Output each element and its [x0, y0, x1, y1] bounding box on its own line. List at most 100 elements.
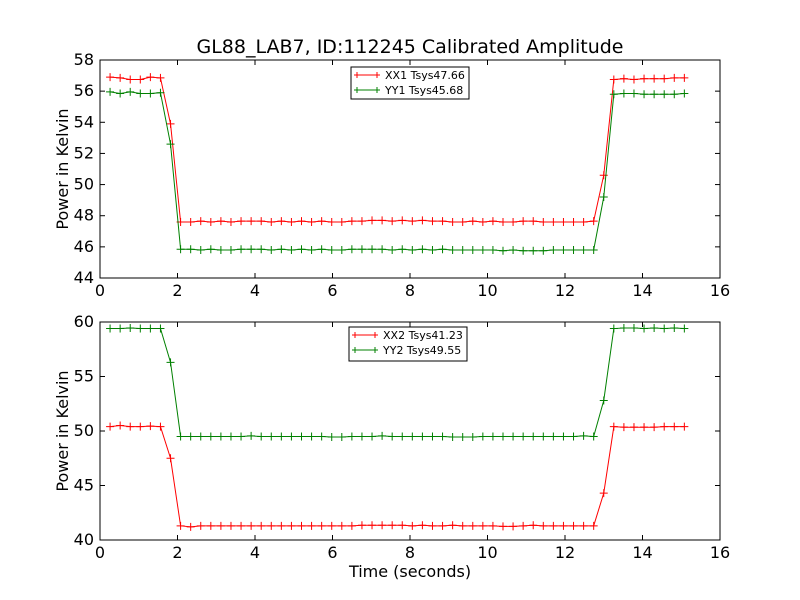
- data-point: [237, 432, 246, 441]
- data-point: [337, 245, 346, 254]
- y-tick-label: 48: [74, 206, 94, 225]
- data-point: [579, 431, 588, 440]
- data-point: [619, 323, 628, 332]
- data-point: [660, 422, 669, 431]
- data-point: [549, 217, 558, 226]
- data-point: [559, 245, 568, 254]
- data-point: [539, 432, 548, 441]
- data-point: [277, 217, 286, 226]
- x-tick-label: 4: [250, 281, 260, 300]
- data-point: [116, 73, 125, 82]
- data-point: [509, 217, 518, 226]
- data-point: [216, 432, 225, 441]
- data-point: [327, 432, 336, 441]
- data-point: [257, 521, 266, 530]
- x-tick-label: 8: [405, 281, 415, 300]
- data-point: [488, 217, 497, 226]
- data-point: [378, 521, 387, 530]
- data-point: [670, 323, 679, 332]
- data-point: [408, 217, 417, 226]
- data-point: [519, 246, 528, 255]
- data-point: [408, 432, 417, 441]
- data-point: [448, 521, 457, 530]
- data-point: [458, 521, 467, 530]
- data-point: [368, 245, 377, 254]
- data-point: [297, 521, 306, 530]
- legend-label: XX1 Tsys47.66: [385, 69, 465, 82]
- y-tick-label: 60: [74, 312, 94, 331]
- data-point: [478, 521, 487, 530]
- data-point: [206, 217, 215, 226]
- data-point: [559, 432, 568, 441]
- data-point: [670, 73, 679, 82]
- x-tick-label: 16: [710, 543, 730, 562]
- data-point: [337, 217, 346, 226]
- data-point: [196, 245, 205, 254]
- data-point: [650, 90, 659, 99]
- data-point: [629, 323, 638, 332]
- data-point: [257, 432, 266, 441]
- data-point: [559, 521, 568, 530]
- x-tick-label: 10: [477, 543, 497, 562]
- data-point: [660, 74, 669, 83]
- legend: XX2 Tsys41.23 YY2 Tsys49.55: [348, 326, 468, 362]
- data-point: [317, 217, 326, 226]
- data-point: [327, 245, 336, 254]
- data-point: [116, 89, 125, 98]
- data-point: [267, 521, 276, 530]
- data-point: [357, 521, 366, 530]
- data-point: [458, 245, 467, 254]
- data-point: [196, 217, 205, 226]
- data-point: [146, 73, 155, 82]
- subplot-bottom: 0 2 4 6 8 10 12 14 16 40 45 50 55 60 Power in Kelvin Ti…: [53, 312, 730, 581]
- data-point: [609, 90, 618, 99]
- y-tick-label: 52: [74, 143, 94, 162]
- data-point: [297, 217, 306, 226]
- data-point: [418, 521, 427, 530]
- data-point: [609, 75, 618, 84]
- data-point: [106, 422, 115, 431]
- data-point: [357, 217, 366, 226]
- y-tick-label: 45: [74, 476, 94, 495]
- data-point: [186, 245, 195, 254]
- legend-marker: [354, 87, 380, 93]
- data-point: [156, 422, 165, 431]
- data-point: [378, 216, 387, 225]
- x-tick-label: 10: [477, 281, 497, 300]
- x-axis-label: Time (seconds): [348, 562, 471, 581]
- data-point: [116, 324, 125, 333]
- data-point: [287, 245, 296, 254]
- x-tick-label: 0: [95, 281, 105, 300]
- data-point: [670, 422, 679, 431]
- data-point: [549, 521, 558, 530]
- data-point: [368, 432, 377, 441]
- data-point: [428, 245, 437, 254]
- legend-label: XX2 Tsys41.23: [383, 329, 463, 342]
- data-point: [569, 217, 578, 226]
- data-point: [247, 245, 256, 254]
- data-point: [176, 521, 185, 530]
- data-point: [388, 217, 397, 226]
- data-point: [589, 217, 598, 226]
- data-point: [458, 432, 467, 441]
- data-point: [609, 422, 618, 431]
- data-point: [226, 432, 235, 441]
- data-point: [388, 245, 397, 254]
- data-point: [650, 423, 659, 432]
- data-point: [226, 245, 235, 254]
- series-line-yy2: [110, 327, 685, 438]
- data-point: [277, 432, 286, 441]
- data-point: [378, 431, 387, 440]
- legend-label: YY2 Tsys49.55: [382, 344, 461, 357]
- data-point: [357, 432, 366, 441]
- data-point: [196, 432, 205, 441]
- data-point: [277, 245, 286, 254]
- data-point: [156, 324, 165, 333]
- data-point: [166, 358, 175, 367]
- data-point: [589, 521, 598, 530]
- data-point: [206, 521, 215, 530]
- data-point: [398, 521, 407, 530]
- x-tick-label: 12: [555, 543, 575, 562]
- data-point: [116, 421, 125, 430]
- data-point: [448, 245, 457, 254]
